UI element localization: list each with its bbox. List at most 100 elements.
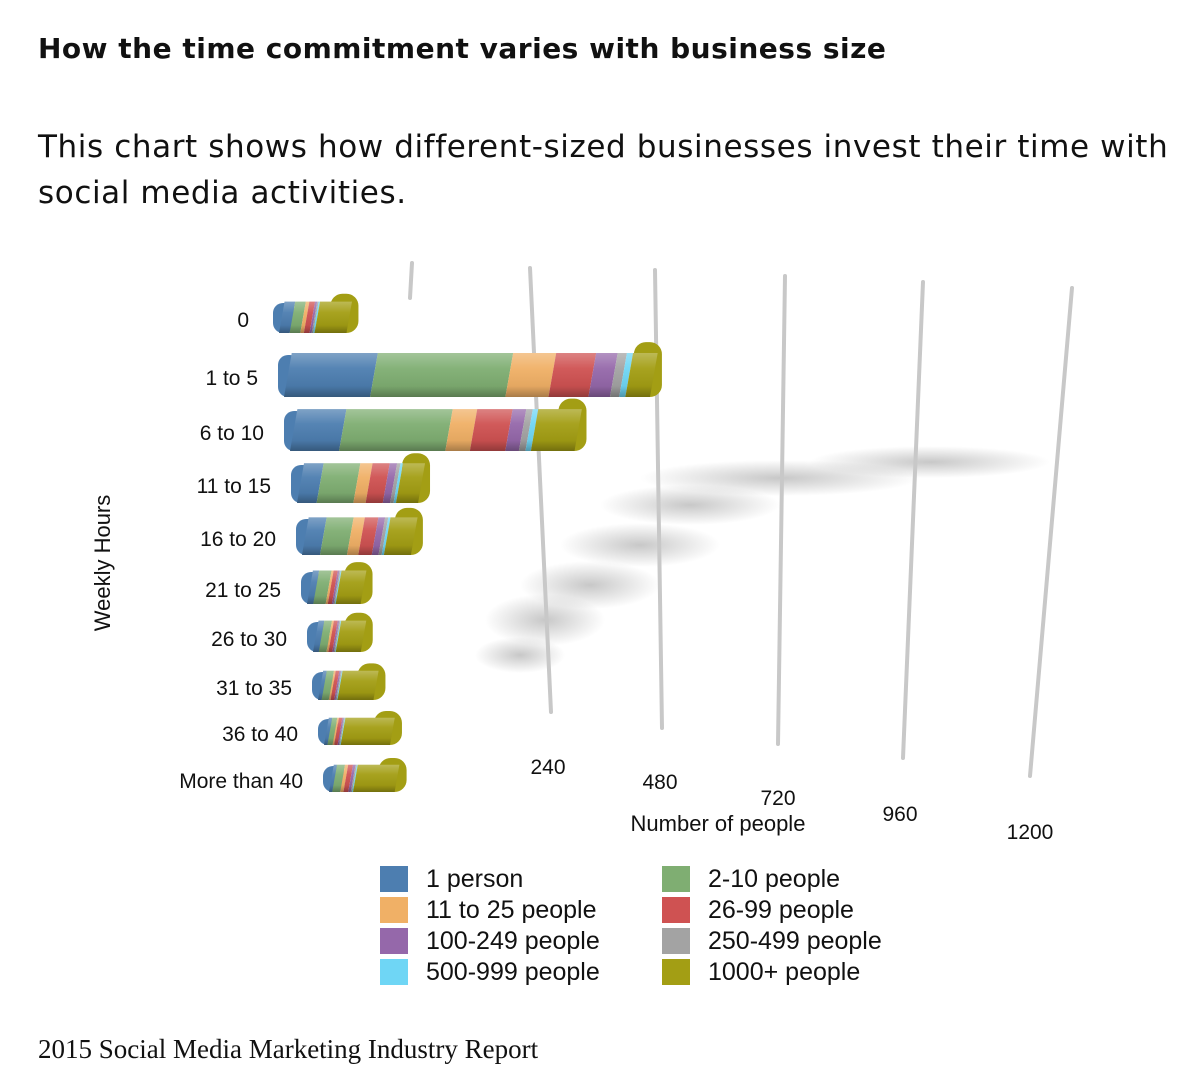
bar-segment-shading [335,670,342,700]
legend-label: 11 to 25 people [426,895,597,924]
legend-item: 100-249 people [380,926,600,956]
bar-segment-shading [348,764,356,792]
bar-segment-shading [307,570,320,604]
y-tick-label: 6 to 10 [200,422,264,445]
bar-segment-shading [350,764,357,792]
y-tick-label: 26 to 30 [211,628,287,651]
bar-segment-shading [548,353,597,397]
y-tick-label: 16 to 20 [200,528,276,551]
bar-row [291,453,431,503]
bar-segment-shading [327,717,338,745]
bar-segment-shading [378,517,389,555]
bar-segment-shading [469,409,513,451]
legend-swatch [662,928,690,954]
bar-segment-shading [313,301,321,333]
bar-segment-shading [330,670,340,700]
legend-item: 26-99 people [662,895,854,925]
legend-label: 1000+ people [708,957,861,986]
floor-shadow [600,485,780,525]
chart-subtitle: This chart shows how different-sized bus… [38,129,1169,211]
bar-segment-shading [530,409,582,451]
bar-segment-shading [339,409,453,451]
legend-swatch [662,959,690,985]
bar-segment-shading [321,670,334,700]
x-tick-label: 1200 [1007,821,1054,844]
bar-segment-shading [318,670,327,700]
bar-segment-shading [326,620,334,652]
bar-row [296,507,423,555]
bar-segment-shading [327,570,338,604]
bar-segment-shading [333,570,341,604]
bar-segment-shading [331,570,340,604]
bar-segment-shading [625,353,658,397]
legend-swatch [380,928,408,954]
legend-item: 11 to 25 people [380,895,597,925]
y-axis-label: Weekly Hours [90,495,115,632]
y-tick-label: 1 to 5 [205,367,258,390]
x-tick-label: 480 [642,771,677,794]
x-tick-label: 960 [882,803,917,826]
x-tick-label: 720 [760,787,795,810]
bar-segment-shading [337,670,379,700]
bar-segment-shading [365,463,390,503]
bar-segment-shading [334,670,341,700]
gridline [528,266,553,714]
bar-segment-shading [316,463,361,503]
bar-row [323,757,407,792]
bar-segment-shading [333,620,341,652]
bar-segment-shading [353,463,373,503]
legend-swatch [380,897,408,923]
bar-segment-shading [340,764,349,792]
bar-segment-shading [383,517,418,555]
legend-swatch [380,959,408,985]
bar-segment-shading [309,301,318,333]
y-tick-label: 11 to 15 [197,475,271,498]
bar-segment-shading [290,409,347,451]
bar-segment-shading [313,620,325,652]
bar-row [273,293,359,333]
bar-segment-shading [311,301,319,333]
bar-segment-shading [289,301,306,333]
bar-segment-shading [371,517,386,555]
bar-segment-shading [588,353,618,397]
y-tick-label: 21 to 25 [205,579,281,602]
source-footer: 2015 Social Media Marketing Industry Rep… [38,1034,539,1064]
bar-segment-shading [370,353,514,397]
bar-segment-shading [395,463,426,503]
legend-item: 250-499 people [662,926,882,956]
legend-label: 500-999 people [426,957,600,986]
bar-segment-shading [335,620,367,652]
bar-segment-shading [358,517,379,555]
floor-shadow [475,637,565,673]
legend-swatch [380,866,408,892]
bar-segment-shading [302,517,327,555]
bar-segment-shading [318,620,333,652]
legend-label: 1 person [426,864,524,893]
legend-label: 2-10 people [708,864,841,893]
bar-row [284,398,587,451]
x-tick-label: 240 [530,756,565,779]
legend-item: 500-999 people [380,957,600,987]
bar-segment-shading [609,353,627,397]
bar-segment-shading [352,764,358,792]
bar-segment-shading [284,353,378,397]
bar-segment-shading [320,517,354,555]
bar-segment-shading [382,463,398,503]
bar-segment-shading [336,670,343,700]
bar-segment-shading [393,463,404,503]
bar-segment-shading [334,570,342,604]
bar-row [307,612,373,652]
bar-segment-shading [332,620,340,652]
legend-item: 1 person [380,864,523,894]
bar-segment-shading [300,301,310,333]
bar-segment-shading [343,764,354,792]
y-tick-label: 0 [237,309,249,332]
bar-segment-shading [505,409,527,451]
legend-label: 250-499 people [708,926,882,955]
y-tick-label: 31 to 35 [216,677,292,700]
bar-segment-shading [297,463,324,503]
bar-segment-shading [518,409,533,451]
gridline [901,280,925,760]
legend-item: 1000+ people [662,957,860,987]
